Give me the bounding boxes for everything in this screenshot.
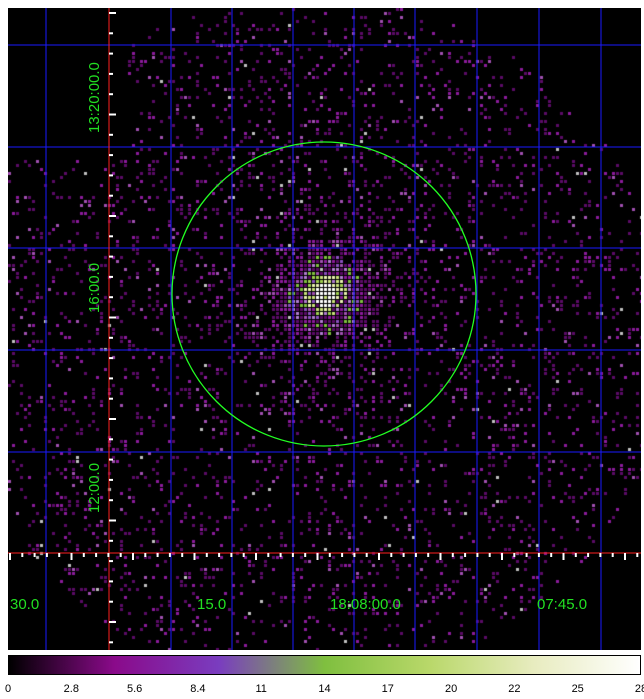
colorbar-tick-label: 17 <box>381 683 394 695</box>
coordinate-grid-overlay <box>8 8 641 650</box>
ra-label: 30.0 <box>10 596 40 613</box>
source-region-circle[interactable] <box>171 141 477 447</box>
ra-label: 15.0 <box>197 596 227 613</box>
colorbar-tick-label: 20 <box>444 683 458 695</box>
dec-label: 12:00.0 <box>86 462 103 513</box>
ra-label: 07:45.0 <box>537 596 588 613</box>
colorbar-tick-label: 28 <box>634 683 644 695</box>
colorbar-tick-label: 25 <box>571 683 584 695</box>
colorbar <box>8 655 641 675</box>
colorbar-tick-label: 11 <box>255 683 267 695</box>
colorbar-tick-label: 2.8 <box>63 683 79 695</box>
dec-label: 13:20:00.0 <box>86 62 103 133</box>
colorbar-tick-label: 0 <box>4 683 12 695</box>
colorbar-tick-label: 5.6 <box>126 683 143 695</box>
colorbar-tick-label: 14 <box>318 683 331 695</box>
ra-label: 18:08:00.0 <box>330 596 401 613</box>
axis-ticks <box>9 12 639 644</box>
grid-lines <box>8 8 641 650</box>
dec-label: 16:00.0 <box>86 262 103 313</box>
colorbar-tick-label: 8.4 <box>190 683 206 695</box>
colorbar-tick-label: 22 <box>508 683 521 695</box>
